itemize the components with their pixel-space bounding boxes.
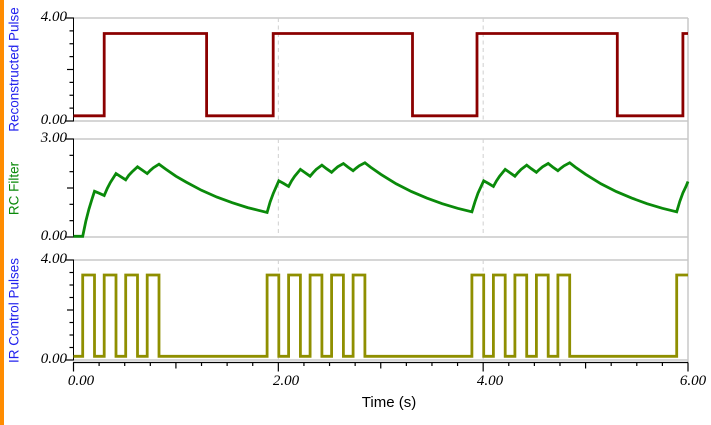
waveform-reconstructed-pulse [73,32,688,118]
x-tick-label-0: 0.00 [67,373,95,389]
waveform-rc-filter [73,161,690,238]
y-tick-label-p3-max: 4.00 [40,251,67,267]
panel-title-rc-filter: RC Filter [6,161,22,216]
panel-title-ir-control-pulses: IR Control Pulses [6,257,22,364]
waveform-ir-control-pulses [73,273,688,358]
y-tick-label-p2-max: 3.00 [40,130,67,146]
x-tick-label-4: 4.00 [476,373,504,389]
y-tick-label-p1-min: 0.00 [40,112,67,128]
y-tick-label-p2-min: 0.00 [40,228,67,244]
x-tick-label-2: 2.00 [272,373,300,389]
y-tick-label-p1-max: 4.00 [40,9,67,25]
y-tick-label-p3-min: 0.00 [40,351,67,367]
x-axis-title: Time (s) [361,394,417,411]
x-tick-label-6: 6.00 [679,373,707,389]
left-border-accent [0,0,4,425]
